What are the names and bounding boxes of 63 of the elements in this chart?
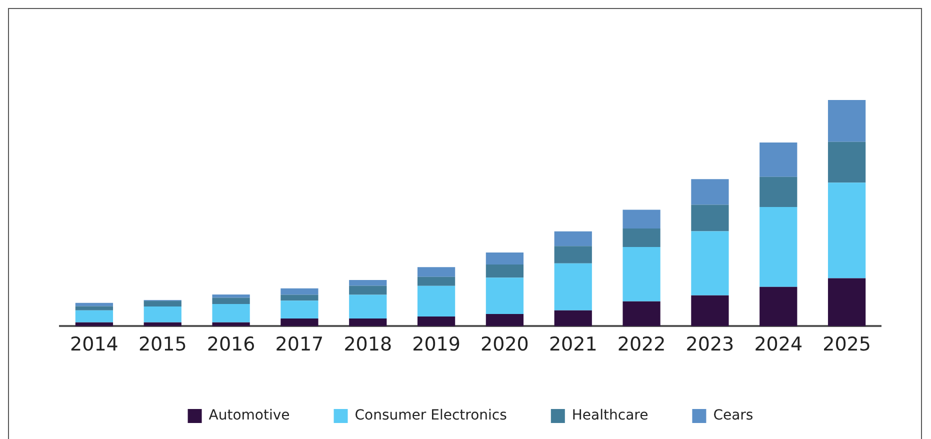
bar <box>691 179 729 205</box>
bar <box>486 264 524 278</box>
bar <box>417 316 456 326</box>
bar <box>144 306 182 322</box>
bar <box>280 294 318 301</box>
bar <box>828 100 866 142</box>
bar <box>760 176 798 207</box>
bar <box>280 300 318 319</box>
bar <box>75 310 114 322</box>
bar <box>828 182 866 278</box>
bar <box>691 204 729 232</box>
bar <box>828 278 866 326</box>
bar <box>280 288 318 295</box>
bar <box>622 210 660 228</box>
x-tick-label: 2024 <box>754 334 803 356</box>
x-tick-label: 2017 <box>275 334 324 356</box>
bar <box>349 318 387 326</box>
legend-label: Automotive <box>208 408 290 424</box>
x-tick-label: 2021 <box>548 334 598 356</box>
bar <box>75 306 114 310</box>
bar <box>417 286 456 316</box>
bar <box>760 142 798 177</box>
bar <box>828 142 866 183</box>
bar <box>622 228 660 248</box>
x-tick-label: 2015 <box>138 334 187 356</box>
bar <box>417 267 456 277</box>
x-tick-label: 2025 <box>822 334 871 356</box>
bar <box>75 302 114 306</box>
bar <box>691 231 729 296</box>
bar <box>760 206 798 287</box>
legend-label: Healthcare <box>572 408 648 424</box>
bar <box>280 318 318 326</box>
bar <box>554 231 592 246</box>
bar <box>554 263 592 310</box>
x-tick-label: 2022 <box>617 334 666 356</box>
bar <box>691 295 729 326</box>
x-tick-label: 2019 <box>412 334 460 356</box>
bar <box>554 246 592 264</box>
bar <box>486 252 524 264</box>
bar <box>75 322 114 326</box>
x-tick-label: 2014 <box>70 334 118 356</box>
bar <box>760 286 798 326</box>
bar <box>486 278 524 314</box>
bar <box>212 298 250 304</box>
bar <box>349 286 387 295</box>
x-tick-label: 2016 <box>206 334 256 356</box>
bar <box>554 310 592 326</box>
bar <box>144 300 182 307</box>
x-tick-label: 2018 <box>344 334 392 356</box>
bar <box>212 304 250 322</box>
bar <box>417 276 456 286</box>
bar <box>622 247 660 302</box>
legend-label: Cears <box>713 408 754 424</box>
bar <box>486 314 524 326</box>
x-tick-label: 2023 <box>686 334 734 356</box>
bar <box>349 294 387 319</box>
x-tick-label: 2020 <box>480 334 529 356</box>
bar <box>212 294 250 298</box>
legend-label: Consumer Electronics <box>354 408 507 424</box>
bar <box>144 322 182 326</box>
bar <box>622 301 660 326</box>
bar <box>212 322 250 326</box>
bar <box>349 280 387 286</box>
